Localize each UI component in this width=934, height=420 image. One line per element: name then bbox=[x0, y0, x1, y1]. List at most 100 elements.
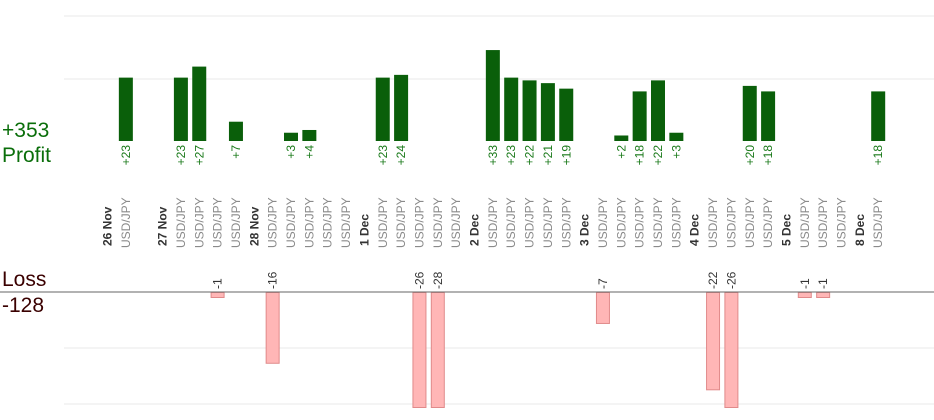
profit-bar bbox=[173, 77, 188, 141]
loss-bar bbox=[265, 292, 280, 364]
date-label: 4 Dec bbox=[688, 214, 702, 246]
profit-value-label: +23 bbox=[174, 145, 188, 166]
profit-bar bbox=[284, 132, 298, 141]
loss-bar bbox=[210, 292, 225, 298]
loss-bar bbox=[706, 292, 721, 391]
profit-value-label: +24 bbox=[394, 145, 408, 166]
date-label: 28 Nov bbox=[247, 206, 261, 246]
instrument-label: USD/JPY bbox=[266, 197, 280, 248]
loss-bar bbox=[412, 292, 427, 408]
instrument-label: USD/JPY bbox=[798, 197, 812, 248]
profit-bar bbox=[485, 50, 500, 141]
loss-value-label: -7 bbox=[596, 278, 610, 289]
profit-bar bbox=[614, 135, 629, 141]
instrument-label: USD/JPY bbox=[724, 197, 738, 248]
instrument-label: USD/JPY bbox=[119, 197, 133, 248]
profit-value-label: +7 bbox=[229, 145, 243, 159]
loss-value-label: -26 bbox=[412, 271, 426, 289]
profit-bar bbox=[761, 91, 776, 141]
loss-value-label: -1 bbox=[211, 278, 225, 289]
profit-value-label: +22 bbox=[523, 145, 537, 166]
profit-value-label: +3 bbox=[669, 145, 683, 159]
profit-value-label: +18 bbox=[761, 145, 775, 166]
profit-label: Profit bbox=[2, 144, 52, 167]
instrument-label: USD/JPY bbox=[743, 197, 757, 248]
loss-value-label: -16 bbox=[266, 271, 280, 289]
instrument-label: USD/JPY bbox=[339, 197, 353, 248]
date-label: 3 Dec bbox=[578, 214, 592, 246]
profit-value-label: +18 bbox=[871, 145, 885, 166]
loss-value-label: -28 bbox=[431, 271, 445, 289]
loss-value-label: -1 bbox=[798, 278, 812, 289]
profit-value-label: +20 bbox=[743, 145, 757, 166]
profit-bar bbox=[394, 74, 409, 141]
loss-value-label: -26 bbox=[724, 271, 738, 289]
instrument-label: USD/JPY bbox=[651, 197, 665, 248]
instrument-label: USD/JPY bbox=[229, 197, 243, 248]
instrument-label: USD/JPY bbox=[633, 197, 647, 248]
profit-value-label: +19 bbox=[559, 145, 573, 166]
instrument-label: USD/JPY bbox=[321, 197, 335, 248]
instrument-label: USD/JPY bbox=[559, 197, 573, 248]
profit-bar bbox=[118, 77, 133, 141]
instrument-label: USD/JPY bbox=[211, 197, 225, 248]
profit-total: +353 bbox=[2, 119, 50, 142]
instrument-label: USD/JPY bbox=[431, 197, 445, 248]
instrument-label: USD/JPY bbox=[394, 197, 408, 248]
profit-bar bbox=[669, 132, 684, 141]
instrument-label: USD/JPY bbox=[816, 197, 830, 248]
date-label: 26 Nov bbox=[101, 206, 115, 246]
loss-label: Loss bbox=[2, 268, 47, 291]
instrument-label: USD/JPY bbox=[376, 197, 390, 248]
profit-bar bbox=[192, 66, 207, 141]
loss-bar bbox=[797, 292, 812, 298]
instrument-label: USD/JPY bbox=[412, 197, 426, 248]
profit-bar bbox=[632, 91, 647, 141]
instrument-label: USD/JPY bbox=[596, 197, 610, 248]
profit-value-label: +18 bbox=[633, 145, 647, 166]
instrument-label: USD/JPY bbox=[706, 197, 720, 248]
profit-bar bbox=[504, 77, 519, 141]
instrument-label: USD/JPY bbox=[835, 197, 849, 248]
loss-bar bbox=[816, 292, 831, 298]
profit-value-label: +22 bbox=[651, 145, 665, 166]
profit-bar bbox=[302, 129, 317, 141]
loss-total: -128 bbox=[2, 294, 45, 317]
profit-bar bbox=[742, 85, 757, 141]
date-label: 8 Dec bbox=[853, 214, 867, 246]
profit-bar bbox=[559, 88, 574, 141]
instrument-label: USD/JPY bbox=[449, 197, 463, 248]
grid-lines bbox=[64, 15, 934, 405]
profit-bar bbox=[375, 77, 390, 141]
profit-value-label: +21 bbox=[541, 145, 555, 166]
profit-value-label: +27 bbox=[192, 145, 206, 166]
loss-bar bbox=[724, 292, 739, 408]
instrument-label: USD/JPY bbox=[192, 197, 206, 248]
profit-bar bbox=[651, 80, 665, 141]
profit-value-label: +23 bbox=[119, 145, 133, 166]
trade-labels: 26 Nov 27 Nov 28 Nov 1 Dec 2 Dec 3 Dec 4 Dec 5 … bbox=[101, 145, 886, 289]
instrument-label: USD/JPY bbox=[541, 197, 555, 248]
profit-bar bbox=[522, 80, 537, 141]
profit-value-label: +23 bbox=[376, 145, 390, 166]
profit-bar bbox=[871, 91, 886, 141]
instrument-label: USD/JPY bbox=[504, 197, 518, 248]
loss-bar bbox=[595, 292, 610, 324]
trade-bars bbox=[118, 50, 886, 408]
loss-bar bbox=[430, 292, 445, 408]
instrument-label: USD/JPY bbox=[486, 197, 500, 248]
instrument-label: USD/JPY bbox=[614, 197, 628, 248]
instrument-label: USD/JPY bbox=[761, 197, 775, 248]
instrument-label: USD/JPY bbox=[302, 197, 316, 248]
profit-value-label: +3 bbox=[284, 145, 298, 159]
loss-value-label: -1 bbox=[816, 278, 830, 289]
profit-value-label: +2 bbox=[614, 145, 628, 159]
profit-bar bbox=[228, 121, 243, 141]
profit-bar bbox=[540, 83, 555, 141]
instrument-label: USD/JPY bbox=[669, 197, 683, 248]
date-label: 5 Dec bbox=[779, 214, 793, 246]
instrument-label: USD/JPY bbox=[174, 197, 188, 248]
date-label: 1 Dec bbox=[357, 214, 371, 246]
instrument-label: USD/JPY bbox=[523, 197, 537, 248]
